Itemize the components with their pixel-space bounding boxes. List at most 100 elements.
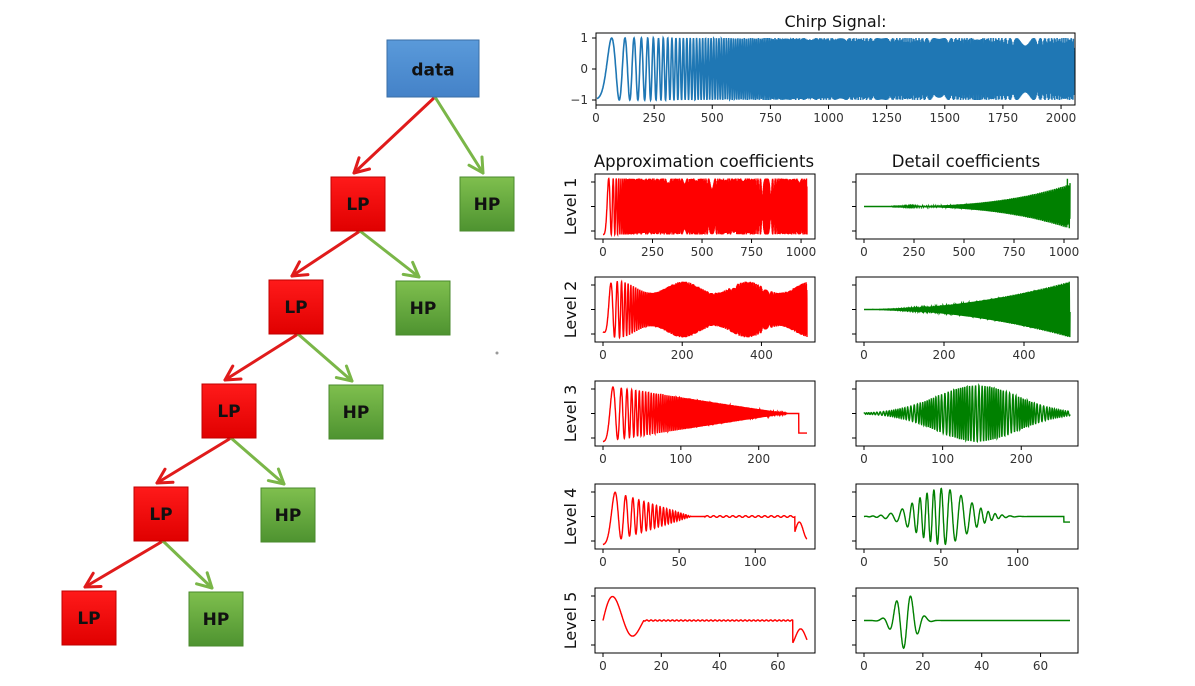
x-tick-label: 60: [1033, 659, 1048, 673]
hp-node: HP: [395, 280, 451, 336]
hp-arrow: [161, 539, 214, 590]
x-tick-label: 0: [599, 348, 607, 362]
hp-node: HP: [459, 176, 515, 232]
hp-node: HP: [188, 591, 244, 647]
detail-line: [864, 281, 1071, 338]
hp-node-box: [188, 591, 244, 647]
x-tick-label: 0: [599, 245, 607, 259]
x-tick-label: 1000: [786, 245, 817, 259]
x-tick-label: 0: [860, 245, 868, 259]
x-tick-label: 0: [860, 659, 868, 673]
hp-node-box: [260, 487, 316, 543]
hp-arrow: [358, 229, 421, 279]
x-tick-label: 200: [671, 348, 694, 362]
x-tick-label: 750: [740, 245, 763, 259]
x-tick-label: 500: [953, 245, 976, 259]
lp-node: LP: [330, 176, 386, 232]
stray-dot: [495, 351, 499, 355]
lp-node-label: LP: [149, 505, 172, 525]
lp-node-box: [61, 590, 117, 646]
level-label: Level 1: [561, 178, 580, 236]
lp-node: LP: [61, 590, 117, 646]
detail-line: [864, 595, 1070, 650]
data-node-box: [386, 39, 480, 98]
lp-node: LP: [268, 279, 324, 335]
approx-line: [602, 386, 807, 443]
x-tick-label: 0: [592, 111, 600, 125]
x-tick-label: 1750: [988, 111, 1019, 125]
hp-node-label: HP: [343, 403, 370, 423]
level-label: Level 3: [561, 385, 580, 443]
x-tick-label: 1500: [930, 111, 961, 125]
detail-line: [864, 178, 1071, 229]
approx-line: [602, 595, 808, 644]
level-label: Level 5: [561, 592, 580, 650]
detail-column-title: Detail coefficients: [892, 152, 1040, 171]
hp-node: HP: [328, 384, 384, 440]
chirp-line: [596, 35, 1075, 103]
lp-node-label: LP: [284, 298, 307, 318]
data-node: data: [386, 39, 480, 98]
lp-arrow: [155, 436, 233, 485]
chirp-title: Chirp Signal:: [784, 12, 886, 31]
x-tick-label: 200: [1010, 452, 1033, 466]
lp-node-label: LP: [217, 402, 240, 422]
lp-node-box: [133, 486, 189, 542]
x-tick-label: 750: [759, 111, 782, 125]
x-tick-label: 100: [1006, 555, 1029, 569]
level-label: Level 2: [561, 281, 580, 339]
x-tick-label: 1250: [871, 111, 902, 125]
x-tick-label: 40: [712, 659, 727, 673]
y-tick-label: −1: [570, 93, 588, 107]
x-tick-label: 1000: [1049, 245, 1080, 259]
x-tick-label: 400: [750, 348, 773, 362]
y-tick-label: 0: [580, 62, 588, 76]
approx-line: [603, 177, 808, 238]
approx-line: [602, 491, 808, 546]
x-tick-label: 50: [671, 555, 686, 569]
x-tick-label: 100: [931, 452, 954, 466]
lp-arrow: [223, 332, 300, 382]
hp-node-label: HP: [203, 610, 230, 630]
x-tick-label: 750: [1003, 245, 1026, 259]
data-node-label: data: [411, 61, 454, 81]
x-tick-label: 250: [903, 245, 926, 259]
x-tick-label: 500: [691, 245, 714, 259]
x-tick-label: 20: [915, 659, 930, 673]
approx-column-title: Approximation coefficients: [594, 152, 814, 171]
hp-arrow: [229, 436, 286, 486]
x-tick-label: 0: [860, 555, 868, 569]
hp-node-box: [328, 384, 384, 440]
hp-node-box: [459, 176, 515, 232]
level-label: Level 4: [561, 488, 580, 546]
hp-node-label: HP: [474, 195, 501, 215]
y-tick-label: 1: [580, 31, 588, 45]
x-tick-label: 500: [701, 111, 724, 125]
x-tick-label: 200: [933, 348, 956, 362]
lp-node-label: LP: [346, 195, 369, 215]
detail-line: [863, 383, 1071, 443]
detail-line: [863, 487, 1070, 546]
x-tick-label: 0: [599, 452, 607, 466]
x-tick-label: 400: [1013, 348, 1036, 362]
x-tick-label: 0: [860, 452, 868, 466]
x-tick-label: 0: [860, 348, 868, 362]
x-tick-label: 20: [654, 659, 669, 673]
x-tick-label: 0: [599, 659, 607, 673]
wavelet-decomposition-tree: data LP LP LP LP LP HP HP HP HP HP: [61, 39, 515, 647]
x-tick-label: 200: [747, 452, 770, 466]
lp-node-label: LP: [77, 609, 100, 629]
hp-node-label: HP: [275, 506, 302, 526]
x-tick-label: 100: [744, 555, 767, 569]
hp-node-label: HP: [410, 299, 437, 319]
x-tick-label: 0: [599, 555, 607, 569]
hp-arrow: [433, 95, 485, 175]
lp-arrow: [290, 229, 362, 278]
x-tick-label: 100: [669, 452, 692, 466]
x-tick-label: 60: [770, 659, 785, 673]
lp-arrow: [352, 95, 437, 175]
lp-node-box: [268, 279, 324, 335]
hp-node-box: [395, 280, 451, 336]
hp-node: HP: [260, 487, 316, 543]
x-tick-label: 1000: [813, 111, 844, 125]
